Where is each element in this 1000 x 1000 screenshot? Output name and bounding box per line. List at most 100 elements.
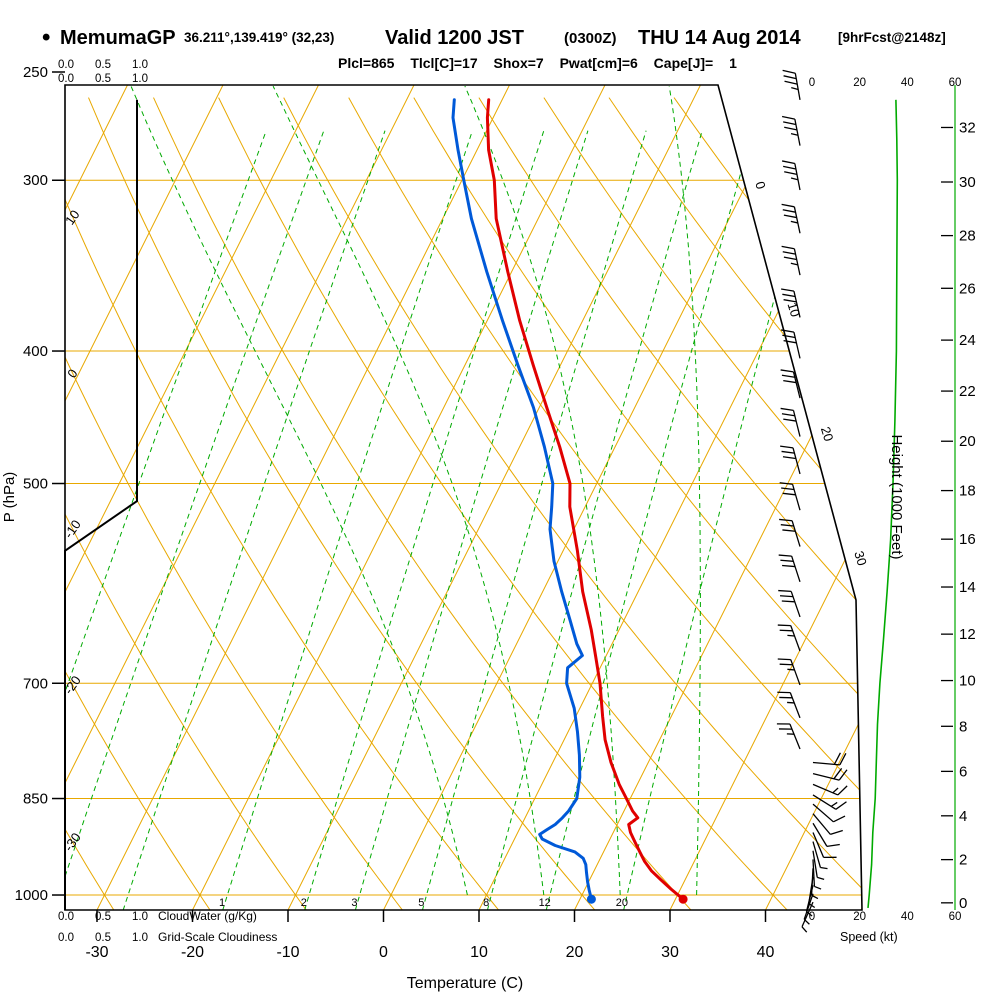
plot-frame — [64, 84, 863, 911]
wind-barb — [778, 554, 801, 582]
isotherm-line — [668, 85, 862, 910]
mixing-ratio-line — [122, 130, 386, 910]
wind-barb — [780, 407, 801, 437]
height-tick-label: 28 — [959, 228, 976, 245]
isotherm-line — [859, 85, 862, 910]
wind-barb — [779, 482, 801, 511]
isotherm-line — [573, 85, 862, 910]
dry-adiabat-line — [283, 97, 862, 910]
height-axis-title: Height (1000 Feet) — [888, 434, 905, 559]
height-tick-label: 30 — [959, 174, 976, 191]
wind-barb — [781, 329, 801, 359]
wind-barb — [812, 832, 837, 859]
surface-temp-dot — [678, 894, 688, 904]
mixing-ratio-label: 1 — [219, 897, 225, 909]
height-tick-label: 4 — [959, 808, 967, 825]
cloudwater-tick-top: 0.5 — [95, 59, 111, 71]
cloudwater-tick-bottom: 0.5 — [95, 911, 111, 923]
speed-axis-title: Speed (kt) — [840, 930, 898, 944]
wind-barb — [812, 803, 846, 823]
wind-barb — [781, 288, 801, 318]
mixing-ratio-line — [545, 130, 754, 910]
wind-barb — [812, 859, 822, 890]
isotherm-line — [65, 85, 225, 910]
dry-adiabat-label: 0 — [64, 366, 80, 381]
isotherm-line — [382, 85, 798, 910]
speed-tick-top: 60 — [949, 77, 962, 89]
mixing-ratio-line — [222, 130, 473, 910]
dry-adiabat-line — [65, 97, 500, 910]
temperature-tick-label: -20 — [181, 944, 204, 961]
dewpoint-curve — [451, 98, 593, 901]
dry-adiabat-line — [88, 97, 596, 910]
cloudiness-tick-bottom: 0.0 — [58, 932, 74, 944]
height-tick-label: 18 — [959, 483, 976, 500]
wind-barb — [812, 813, 843, 836]
pressure-tick-label: 400 — [23, 343, 48, 360]
moist-adiabat-line — [464, 85, 621, 896]
wind-barb — [777, 658, 801, 686]
wind-barb — [781, 160, 801, 191]
dry-adiabat-line — [65, 97, 307, 910]
pressure-tick-label: 1000 — [15, 887, 48, 904]
mixing-ratio-label: 2 — [301, 897, 307, 909]
mixing-ratio-line — [304, 130, 545, 910]
temperature-tick-label: 0 — [379, 944, 388, 961]
wind-barb — [812, 822, 840, 848]
moist-adiabat-line — [668, 86, 701, 896]
mixing-ratio-line — [354, 130, 589, 910]
dry-adiabat-line — [608, 97, 862, 910]
isotherm-line — [286, 85, 702, 910]
dry-adiabat-line — [65, 97, 403, 910]
right-panel-layer: 0020204040606002468101214161820222426283… — [776, 69, 976, 933]
isotherm-label: 0 — [752, 180, 768, 191]
mixing-ratio-label: 5 — [418, 897, 424, 909]
speed-tick-top: 20 — [853, 77, 866, 89]
mixing-ratio-line — [486, 130, 703, 910]
station-bullet-icon: • — [42, 24, 50, 51]
valid-zulu: (0300Z) — [564, 30, 617, 47]
wind-barb — [812, 752, 847, 766]
cloudwater-tick-top: 0.0 — [58, 59, 74, 71]
dry-adiabat-line — [543, 97, 862, 910]
wind-barb — [812, 767, 848, 781]
wind-barb — [781, 115, 801, 146]
height-tick-label: 32 — [959, 119, 976, 136]
wind-barb — [779, 518, 801, 547]
mixing-ratio-label: 20 — [616, 897, 628, 909]
isotherm-line — [191, 85, 607, 910]
cloudiness-tick-bottom: 0.5 — [95, 932, 111, 944]
isotherm-label: 20 — [818, 425, 837, 443]
wind-barb — [777, 624, 801, 652]
cloudwater-tick-bottom: 0.0 — [58, 911, 74, 923]
profiles-layer — [64, 98, 688, 911]
speed-tick-top: 0 — [809, 77, 815, 89]
mixing-ratio-label: 12 — [539, 897, 551, 909]
wind-barb — [782, 69, 801, 100]
temperature-tick-label: 40 — [757, 944, 775, 961]
wind-barb — [776, 723, 801, 750]
wind-barb — [778, 589, 801, 618]
wind-barb — [812, 794, 847, 810]
temperature-tick-label: -30 — [85, 944, 108, 961]
cloudwater-axis-title: CloudWater (g/Kg) — [158, 909, 257, 923]
valid-date: THU 14 Aug 2014 — [638, 27, 802, 49]
moist-adiabat-line — [272, 85, 545, 896]
speed-tick-bottom: 40 — [901, 911, 914, 923]
temperature-curve — [485, 98, 685, 901]
cloudiness-tick-top: 0.5 — [95, 73, 111, 85]
dry-adiabat-line — [478, 97, 862, 910]
isotherm-line — [95, 85, 511, 910]
wind-barb — [780, 445, 801, 475]
mixing-ratio-line — [421, 130, 647, 910]
isotherm-line — [65, 85, 416, 910]
speed-tick-bottom: 60 — [949, 911, 962, 923]
height-tick-label: 24 — [959, 332, 976, 349]
mixing-ratio-label: 8 — [483, 897, 489, 909]
forecast-info: [9hrFcst@2148z] — [838, 30, 946, 45]
pressure-tick-label: 250 — [23, 64, 48, 81]
height-tick-label: 8 — [959, 718, 967, 735]
wind-barb — [801, 901, 814, 933]
